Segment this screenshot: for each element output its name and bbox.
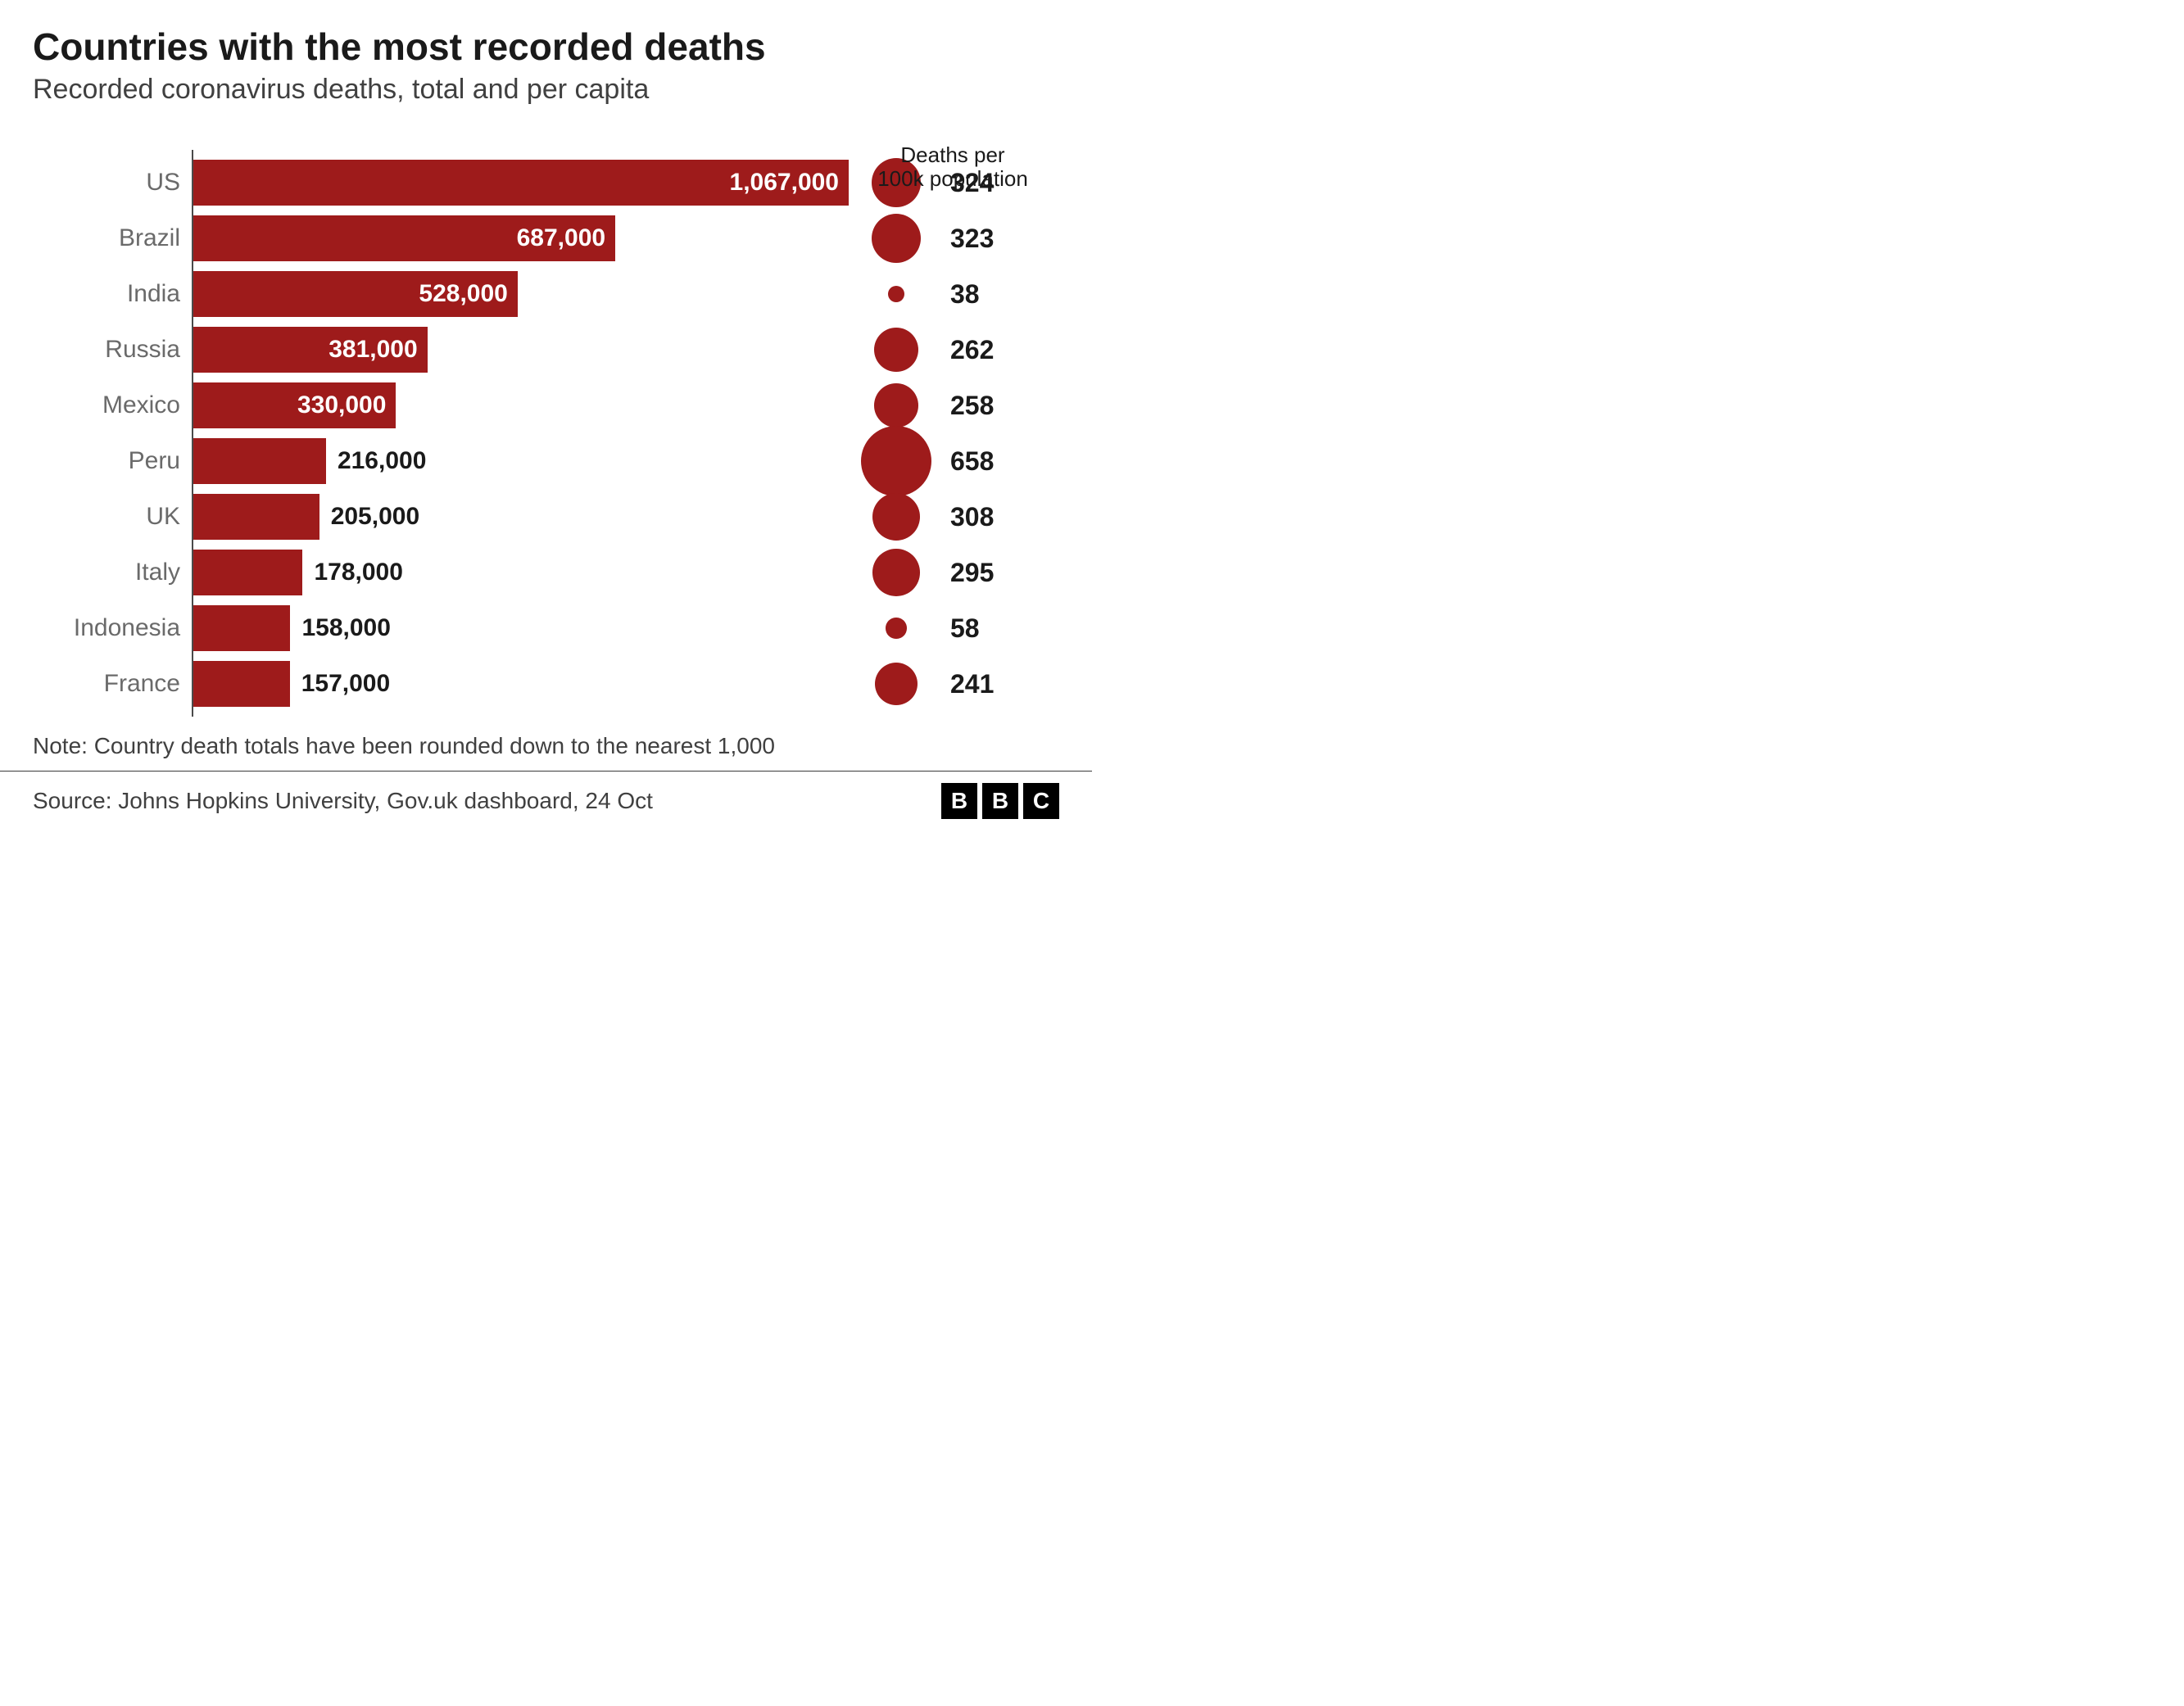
dot-zone — [847, 549, 945, 596]
bbc-logo-box: C — [1023, 783, 1059, 819]
bar-value: 687,000 — [517, 224, 605, 252]
dot-zone — [847, 618, 945, 639]
bar-zone: 216,000 — [192, 433, 847, 489]
dot-zone — [847, 214, 945, 263]
chart-row: Indonesia 158,000 58 — [33, 600, 1059, 656]
bar-zone: 687,000 — [192, 210, 847, 266]
bar-zone: 158,000 — [192, 600, 847, 656]
chart-rows: US1,067,000324Brazil687,000323India528,0… — [33, 155, 1059, 712]
chart-area: Deaths per100k population US1,067,000324… — [33, 155, 1059, 712]
bar: 381,000 — [193, 327, 428, 373]
bar — [193, 661, 290, 707]
dot-zone — [847, 286, 945, 303]
bar: 330,000 — [193, 382, 396, 428]
chart-note: Note: Country death totals have been rou… — [33, 733, 1059, 759]
country-label: UK — [33, 503, 192, 531]
country-label: Russia — [33, 336, 192, 364]
bar — [193, 550, 302, 595]
per-capita-dot — [872, 214, 921, 263]
chart-row: India 528,000 38 — [33, 266, 1059, 322]
bbc-logo-box: B — [941, 783, 977, 819]
country-label: India — [33, 280, 192, 308]
per-capita-value: 262 — [945, 335, 1040, 365]
bar-value: 528,000 — [419, 280, 507, 308]
bar-zone: 178,000 — [192, 545, 847, 600]
chart-row: Mexico 330,000 258 — [33, 378, 1059, 433]
per-capita-dot — [861, 426, 931, 496]
dot-zone — [847, 426, 945, 496]
bar-value: 381,000 — [329, 336, 417, 364]
per-capita-dot — [874, 328, 918, 372]
chart-title: Countries with the most recorded deaths — [33, 25, 1059, 69]
bar-value: 1,067,000 — [730, 169, 839, 197]
bar-value: 158,000 — [290, 614, 390, 642]
source-text: Source: Johns Hopkins University, Gov.uk… — [33, 788, 653, 814]
country-label: Peru — [33, 447, 192, 475]
chart-subtitle: Recorded coronavirus deaths, total and p… — [33, 74, 1059, 106]
bar: 687,000 — [193, 215, 615, 261]
per-capita-value: 58 — [945, 613, 1040, 644]
bar: 528,000 — [193, 271, 518, 317]
dot-zone — [847, 663, 945, 705]
country-label: France — [33, 670, 192, 698]
bar-value: 178,000 — [302, 559, 402, 586]
chart-row: Brazil 687,000 323 — [33, 210, 1059, 266]
per-capita-dot — [875, 663, 918, 705]
per-capita-dot — [872, 549, 920, 596]
bar-zone: 205,000 — [192, 489, 847, 545]
country-label: US — [33, 169, 192, 197]
per-capita-dot — [888, 286, 905, 303]
bbc-logo-box: B — [982, 783, 1018, 819]
dot-zone — [847, 328, 945, 372]
per-capita-value: 323 — [945, 224, 1040, 254]
bbc-logo: BBC — [941, 783, 1059, 819]
bar-zone: 528,000 — [192, 266, 847, 322]
country-label: Mexico — [33, 391, 192, 419]
bar — [193, 605, 290, 651]
bar — [193, 438, 326, 484]
per-capita-dot — [872, 493, 921, 541]
per-capita-dot — [886, 618, 907, 639]
per-capita-value: 258 — [945, 391, 1040, 421]
chart-row: UK 205,000 308 — [33, 489, 1059, 545]
country-label: Brazil — [33, 224, 192, 252]
bar-value: 157,000 — [290, 670, 390, 698]
per-capita-value: 308 — [945, 502, 1040, 532]
bar-zone: 1,067,000 — [192, 155, 847, 210]
per-capita-dot — [874, 383, 918, 428]
per-capita-value: 38 — [945, 279, 1040, 310]
per-capita-legend: Deaths per100k population — [863, 143, 1043, 190]
per-capita-value: 295 — [945, 558, 1040, 588]
chart-row: Italy 178,000 295 — [33, 545, 1059, 600]
bar-value: 330,000 — [297, 391, 386, 419]
per-capita-value: 241 — [945, 669, 1040, 699]
chart-row: Peru 216,000 658 — [33, 433, 1059, 489]
bar — [193, 494, 319, 540]
dot-zone — [847, 493, 945, 541]
chart-row: France 157,000 241 — [33, 656, 1059, 712]
bar: 1,067,000 — [193, 160, 849, 206]
bar-zone: 330,000 — [192, 378, 847, 433]
bar-zone: 381,000 — [192, 322, 847, 378]
country-label: Indonesia — [33, 614, 192, 642]
per-capita-value: 658 — [945, 446, 1040, 477]
chart-container: Countries with the most recorded deaths … — [0, 0, 1092, 839]
bar-value: 205,000 — [319, 503, 419, 531]
bar-value: 216,000 — [326, 447, 426, 475]
country-label: Italy — [33, 559, 192, 586]
bar-zone: 157,000 — [192, 656, 847, 712]
chart-row: Russia 381,000 262 — [33, 322, 1059, 378]
chart-footer: Source: Johns Hopkins University, Gov.uk… — [0, 772, 1092, 839]
dot-zone — [847, 383, 945, 428]
